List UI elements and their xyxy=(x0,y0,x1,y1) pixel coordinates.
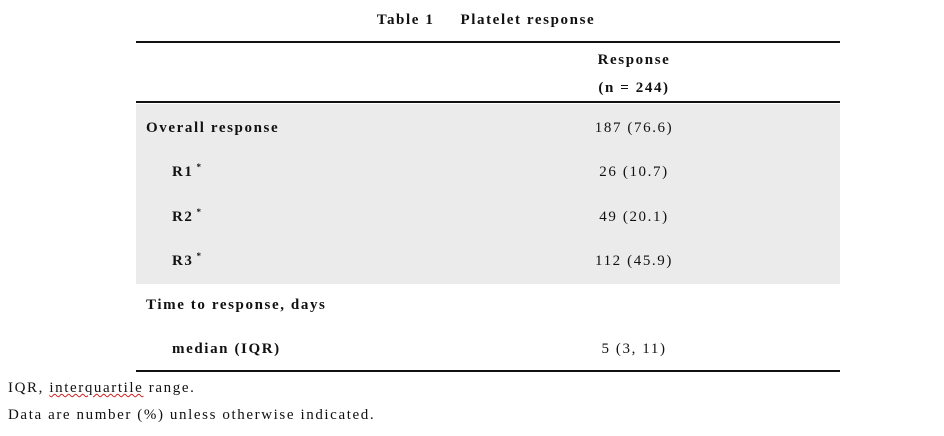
row-label-text: R1 xyxy=(172,164,194,180)
row-value: 112 (45.9) xyxy=(595,253,673,269)
top-rule xyxy=(136,41,840,43)
row-value: 26 (10.7) xyxy=(599,164,669,180)
column-header-n: (n = 244) xyxy=(598,80,670,96)
table-caption: Platelet response xyxy=(460,12,596,28)
footnote-mark: * xyxy=(196,207,203,217)
row-shading xyxy=(136,104,840,284)
row-label: median (IQR) xyxy=(172,341,281,357)
row-label: R1 * xyxy=(172,162,203,181)
row-value: 49 (20.1) xyxy=(599,209,669,225)
footnote-mark: * xyxy=(196,162,203,172)
row-label-text: R2 xyxy=(172,209,194,225)
footnote: IQR, interquartile range. xyxy=(8,379,195,397)
footnote-text: range. xyxy=(143,380,196,396)
row-label: Overall response xyxy=(146,120,280,136)
footnote: Data are number (%) unless otherwise ind… xyxy=(8,407,376,423)
footnote-text: IQR, xyxy=(8,380,50,396)
row-value: 5 (3, 11) xyxy=(601,341,667,357)
header-rule xyxy=(136,101,840,103)
row-label: R3 * xyxy=(172,251,203,270)
row-label-text: R3 xyxy=(172,253,194,269)
table-title: Table 1 Platelet response xyxy=(377,11,596,29)
row-label: R2 * xyxy=(172,207,203,226)
table-number: Table 1 xyxy=(376,12,435,28)
row-label: Time to response, days xyxy=(146,297,327,313)
bottom-rule xyxy=(136,370,840,372)
footnote-mark: * xyxy=(196,251,203,261)
footnote-text: interquartile xyxy=(49,380,144,396)
column-header: Response xyxy=(597,52,671,68)
row-value: 187 (76.6) xyxy=(594,120,674,136)
